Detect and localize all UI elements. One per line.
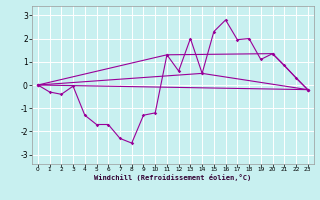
X-axis label: Windchill (Refroidissement éolien,°C): Windchill (Refroidissement éolien,°C) [94, 174, 252, 181]
